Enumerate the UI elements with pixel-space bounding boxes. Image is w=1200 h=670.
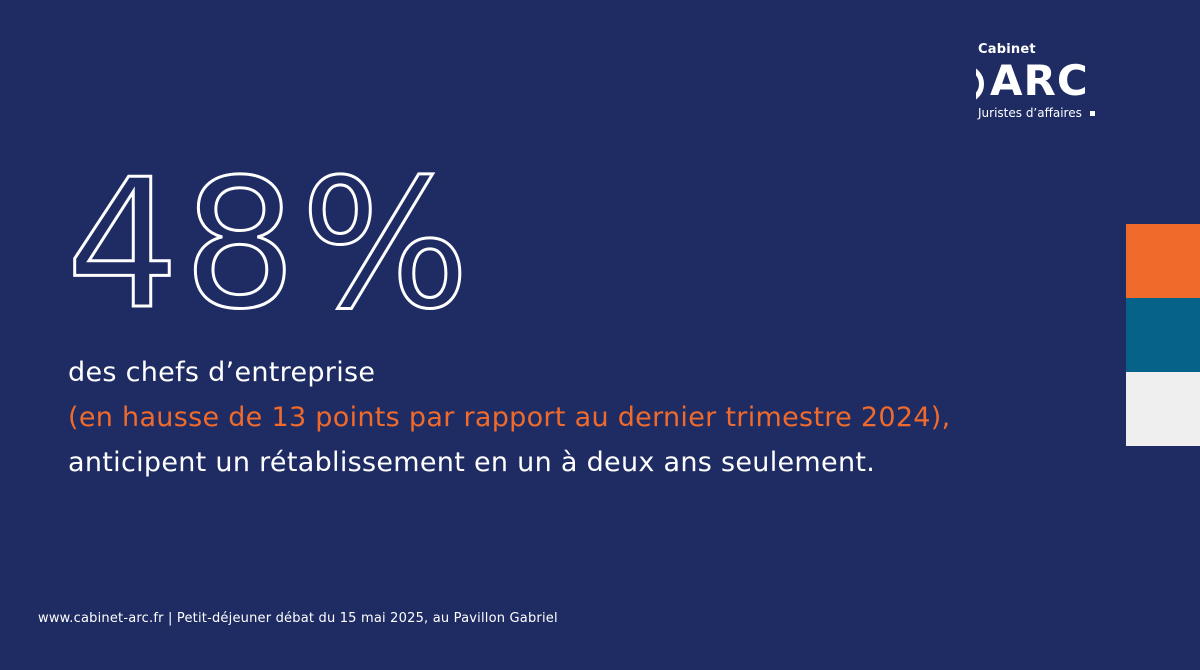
logo-wordmark: ARC <box>990 56 1089 105</box>
headline-percentage-svg: 48% <box>65 140 463 329</box>
statement-line-1: des chefs d’entreprise <box>68 357 376 388</box>
color-stripes <box>1126 224 1200 446</box>
logo-mark: ARC <box>976 60 1089 102</box>
logo-subtitle-text: Juristes d’affaires <box>978 106 1082 120</box>
cabinet-arc-logo: Cabinet ARC Juristes d’affaires <box>976 40 1136 124</box>
logo-square-icon <box>1089 111 1095 116</box>
headline-percentage: 48% <box>62 138 463 329</box>
headline-percentage-value: 48% <box>66 141 462 328</box>
logo-arc-icon <box>976 62 984 100</box>
statement-block: des chefs d’entreprise (en hausse de 13 … <box>68 350 1118 485</box>
logo-subtitle: Juristes d’affaires <box>978 106 1095 120</box>
statement-line-3: anticipent un rétablissement en un à deu… <box>68 447 876 478</box>
footer-text: www.cabinet-arc.fr | Petit-déjeuner déba… <box>38 611 558 626</box>
statement-line-2-highlight: (en hausse de 13 points par rapport au d… <box>68 402 951 433</box>
stripe-orange <box>1126 224 1200 298</box>
logo-top-text: Cabinet <box>978 42 1036 57</box>
stripe-teal <box>1126 298 1200 372</box>
stripe-light <box>1126 372 1200 446</box>
